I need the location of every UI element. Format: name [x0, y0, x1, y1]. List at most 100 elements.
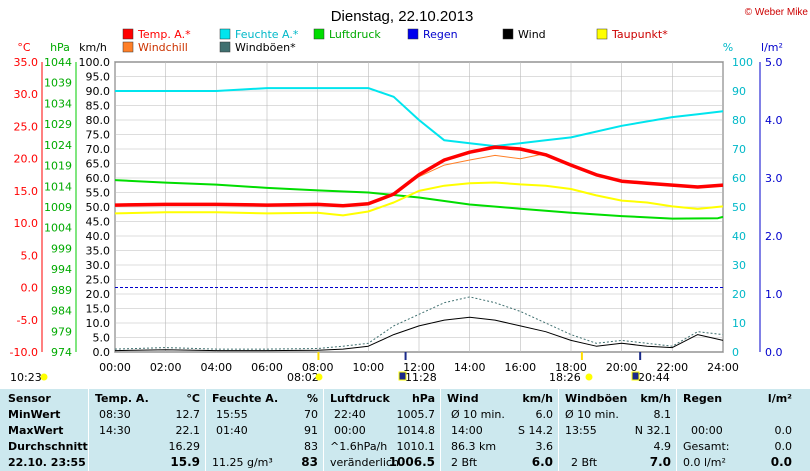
stats-time: 01:40: [216, 424, 248, 437]
stats-unit: l/m²: [767, 392, 792, 405]
pressure-tick-label: 1004: [44, 222, 72, 235]
x-tick-label: 08:00: [302, 361, 334, 374]
stats-extra: veränderlich: [330, 456, 399, 469]
stats-extra: 2 Bft: [571, 456, 598, 469]
series-temp-a: [114, 145, 724, 208]
x-tick-label: 16:00: [504, 361, 536, 374]
pressure-unit-label: hPa: [50, 41, 70, 54]
stats-time: 14:30: [99, 424, 131, 437]
wind-tick-label: 90.0: [86, 85, 111, 98]
legend-swatch: [219, 41, 231, 53]
wind-tick-label: 100.0: [79, 56, 111, 69]
temp-tick-label: 15.0: [14, 185, 39, 198]
x-tick-label: 00:00: [99, 361, 131, 374]
x-tick-label: 02:00: [150, 361, 182, 374]
stats-extra: Ø 10 min.: [451, 408, 505, 421]
wind-tick-label: 15.0: [86, 303, 111, 316]
stats-value: 91: [304, 424, 318, 437]
legend-label: Taupunkt*: [611, 28, 668, 41]
wind-tick-label: 60.0: [86, 172, 111, 185]
chart-title: Dienstag, 22.10.2013: [331, 8, 474, 25]
stats-value: 12.7: [175, 408, 201, 421]
stats-row-label: MaxWert: [8, 424, 64, 437]
x-tick-label: 24:00: [707, 361, 739, 374]
event-time-label: 18:26: [549, 371, 581, 384]
legend-label: Wind: [518, 28, 546, 41]
temp-tick-label: 30.0: [14, 88, 39, 101]
temp-tick-label: -10.0: [10, 346, 38, 359]
stats-col-temp: Temp. A. °C 08:30 12.7 14:30 22.1 16.29 …: [88, 389, 206, 471]
pressure-tick-label: 994: [51, 263, 72, 276]
stats-header: Sensor: [8, 392, 51, 405]
wind-tick-label: 0.0: [93, 346, 111, 359]
stats-col-wind: Wind km/h Ø 10 min. 6.0 14:00 S 14.2 86.…: [440, 389, 559, 471]
pressure-tick-label: 979: [51, 325, 72, 338]
pressure-tick-label: 1009: [44, 201, 72, 214]
moon-icon: [631, 371, 640, 381]
x-tick-label: 22:00: [656, 361, 688, 374]
series-luftdruck: [114, 179, 724, 220]
rain-tick-label: 3.0: [765, 172, 783, 185]
temp-tick-label: 5.0: [21, 249, 39, 262]
stats-value: 16.29: [168, 440, 201, 453]
humidity-tick-label: 60: [732, 172, 746, 185]
wind-tick-label: 80.0: [86, 114, 111, 127]
stats-unit: km/h: [522, 392, 553, 405]
sun-icon: [40, 373, 48, 381]
x-tick-label: 20:00: [606, 361, 638, 374]
temp-tick-label: 0.0: [21, 282, 39, 295]
temp-tick-label: 35.0: [14, 56, 39, 69]
temp-unit-label: °C: [17, 41, 31, 54]
wind-tick-label: 45.0: [86, 216, 111, 229]
stats-header: Temp. A.: [95, 392, 149, 405]
rain-tick-label: 2.0: [765, 230, 783, 243]
stats-extra: Ø 10 min.: [565, 408, 619, 421]
stats-col-rain: Regen l/m² 00:00 0.0 Gesamt: 0.0 0.0 l/m…: [676, 389, 810, 471]
legend-label: Luftdruck: [329, 28, 381, 41]
stats-header: Windböen: [565, 392, 628, 405]
temp-tick-label: 20.0: [14, 153, 39, 166]
series-feuchte-a: [115, 87, 724, 148]
wind-tick-label: 65.0: [86, 158, 111, 171]
stats-extra: 86.3 km: [451, 440, 497, 453]
grid: [114, 61, 724, 353]
humidity-tick-label: 90: [732, 85, 746, 98]
stats-value: 8.1: [653, 408, 672, 421]
rain-tick-label: 0.0: [765, 346, 783, 359]
legend-swatch: [122, 41, 134, 53]
stats-header: Luftdruck: [330, 392, 390, 405]
stats-col-humidity: Feuchte A. % 15:55 70 01:40 91 83 11.25 …: [205, 389, 324, 471]
pressure-tick-label: 989: [51, 284, 72, 297]
humidity-unit-label: %: [723, 41, 733, 54]
wind-tick-label: 70.0: [86, 143, 111, 156]
sun-moon-events: 10:23 08:02 11:28 18:26 20:44: [10, 352, 670, 384]
stats-value: 0.0: [774, 424, 793, 437]
temp-tick-label: 10.0: [14, 217, 39, 230]
stats-current-value: 1006.5: [388, 455, 435, 469]
stats-value: 4.9: [653, 440, 672, 453]
stats-value: 0.0: [774, 440, 793, 453]
legend-label: Windchill: [138, 41, 188, 54]
wind-tick-label: 5.0: [93, 332, 111, 345]
rain-unit-label: l/m²: [761, 41, 783, 54]
wind-tick-label: 50.0: [86, 201, 111, 214]
x-tick-label: 14:00: [454, 361, 486, 374]
stats-value: 6.0: [535, 408, 554, 421]
stats-time: 00:00: [691, 424, 723, 437]
stats-value: N 32.1: [634, 424, 671, 437]
stats-value: 1010.1: [396, 440, 436, 453]
stats-unit: °C: [186, 392, 200, 405]
event-time-label: 08:02: [287, 371, 319, 384]
humidity-tick-label: 0: [732, 346, 739, 359]
stats-unit: %: [306, 392, 318, 405]
stats-time: 22:40: [334, 408, 366, 421]
rain-tick-label: 1.0: [765, 288, 783, 301]
stats-header: Feuchte A.: [212, 392, 279, 405]
wind-tick-label: 25.0: [86, 274, 111, 287]
legend-label: Feuchte A.*: [235, 28, 299, 41]
sun-icon: [585, 373, 593, 381]
statistics-table: Sensor MinWert MaxWert Durchschnitt 22.1…: [0, 389, 810, 471]
rain-tick-label: 5.0: [765, 56, 783, 69]
legend-swatch: [122, 28, 134, 40]
pressure-tick-label: 1014: [44, 180, 72, 193]
